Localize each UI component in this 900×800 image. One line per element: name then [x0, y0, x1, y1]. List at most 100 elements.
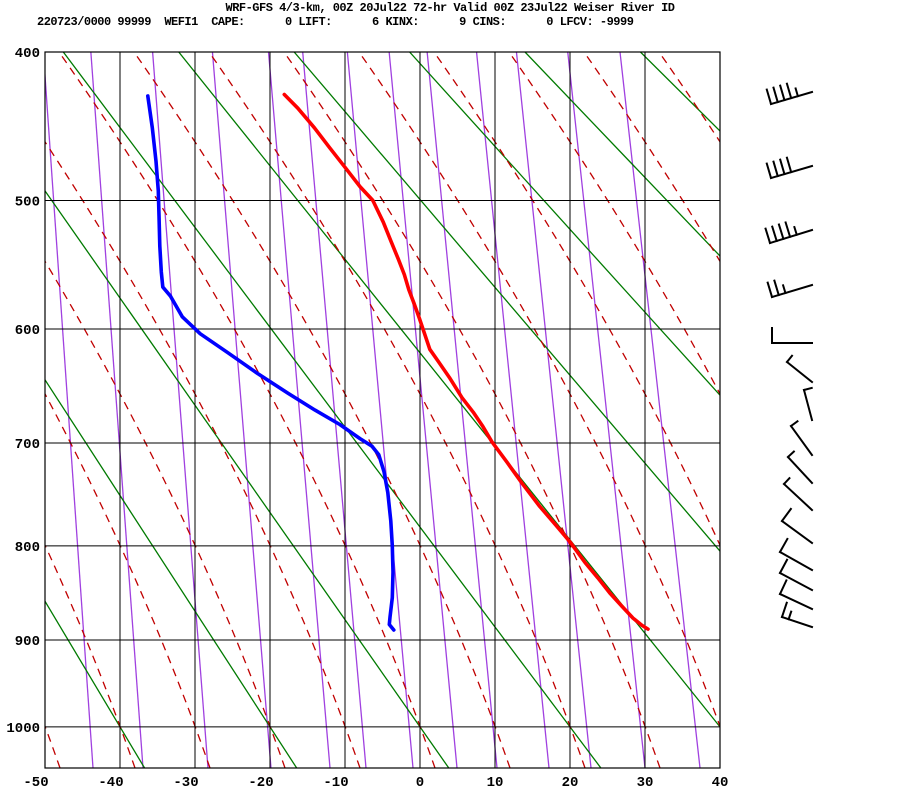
grid-lines [44, 51, 721, 769]
mixing-ratio-line [302, 52, 367, 768]
moist-adiabat-line [58, 52, 436, 768]
pressure-tick-label: 1000 [6, 721, 40, 737]
wind-barb-staff [786, 455, 814, 485]
temperature-tick-label: -20 [248, 775, 273, 791]
temperature-tick-label: 10 [487, 775, 504, 791]
dry-adiabat-line [45, 378, 298, 768]
moist-adiabat-line [45, 392, 211, 768]
wind-barb [780, 507, 814, 545]
wind-barb-half-feather [781, 284, 787, 295]
wind-barb-staff [778, 550, 814, 572]
wind-barb [785, 354, 814, 384]
moist-adiabat-line [583, 52, 720, 263]
wind-barb-staff [802, 388, 814, 422]
mixing-ratio-line [267, 52, 331, 768]
mixing-ratio-line [475, 52, 550, 768]
mixing-ratio-line [426, 52, 498, 768]
moist-adiabat-line [133, 52, 511, 768]
temperature-tick-label: -50 [23, 775, 48, 791]
wind-barb-feather [765, 88, 773, 106]
wind-barb-feather [777, 223, 785, 241]
dry-adiabat-line [178, 52, 720, 728]
axis-labels: 400 500 600 700 800 900 1000 -50 -40 -30 -20 -10 0 10… [6, 46, 728, 791]
temperature-tick-label: -40 [98, 775, 123, 791]
wind-barb-staff [780, 615, 814, 629]
wind-barb-half-feather [794, 87, 800, 98]
wind-barb-feather [778, 158, 786, 176]
dry-adiabat-line [639, 52, 720, 132]
wind-barb-feather [785, 156, 793, 174]
wind-barb-half-feather [787, 610, 793, 621]
wind-barb-feather [772, 86, 779, 104]
wind-barb-feather [778, 579, 788, 596]
moist-adiabat-line [508, 52, 720, 396]
temperature-tick-label: -30 [173, 775, 198, 791]
moist-adiabat-line [45, 543, 136, 768]
wind-barb-staff [785, 360, 814, 384]
moist-adiabat-line [45, 140, 361, 768]
mixing-ratio-line [619, 52, 701, 768]
wind-barb [782, 476, 814, 512]
wind-barb [765, 156, 814, 180]
wind-barb [780, 601, 814, 629]
wind-barb-staff [782, 482, 814, 512]
wind-barb-feather [784, 221, 792, 239]
temperature-tick-label: -10 [323, 775, 348, 791]
dry-adiabat-line [871, 52, 900, 768]
wind-barb [778, 579, 814, 611]
dry-adiabat-line [45, 600, 146, 768]
wind-barb [789, 419, 814, 457]
wind-barb [771, 327, 813, 344]
mixing-ratio-line [90, 52, 144, 768]
moist-adiabat-line [283, 52, 661, 768]
background-lines [45, 52, 900, 768]
wind-barb-half-feather [789, 419, 799, 428]
wind-barb-staff [789, 424, 814, 457]
moist-adiabat-line [208, 52, 586, 768]
wind-barb-feather [780, 601, 789, 619]
wind-barb-half-feather [793, 225, 798, 236]
sounding-curves [146, 92, 650, 632]
pressure-tick-label: 700 [15, 437, 40, 453]
wind-barb [764, 221, 814, 245]
wind-barb-half-feather [785, 354, 794, 364]
dry-adiabat-line [756, 52, 900, 768]
wind-barb-feather [780, 507, 793, 523]
temperature-tick-label: 30 [637, 775, 654, 791]
wind-barb-feather [764, 227, 772, 245]
wind-barb [765, 82, 814, 106]
pressure-tick-label: 400 [15, 46, 40, 62]
wind-barb-feather [778, 84, 786, 102]
wind-barb [778, 537, 814, 572]
mixing-ratio-line [151, 52, 209, 768]
temperature-curve [282, 92, 650, 631]
wind-barb [786, 450, 814, 485]
chart-title: WRF-GFS 4/3-km, 00Z 20Jul22 72-hr Valid … [225, 1, 675, 15]
mixing-ratio-line [388, 52, 458, 768]
temperature-tick-label: 20 [562, 775, 579, 791]
moist-adiabat-line [734, 52, 900, 768]
dry-adiabat-line [45, 189, 450, 768]
wind-barb-feather [772, 160, 779, 178]
plot-border [44, 51, 721, 769]
wind-barb-staff [778, 592, 814, 611]
pressure-tick-label: 900 [15, 634, 40, 650]
mixing-ratio-line [515, 52, 592, 768]
wind-barb-feather [766, 281, 774, 299]
pressure-tick-label: 500 [15, 194, 40, 210]
moist-adiabat-line [433, 52, 720, 547]
wind-barb-column [764, 82, 814, 629]
wind-barb-staff [778, 571, 814, 592]
dry-adiabat-line [62, 52, 602, 768]
mixing-ratio-line [45, 66, 94, 768]
temperature-tick-label: 40 [712, 775, 729, 791]
wind-barb-half-feather [786, 450, 796, 459]
dewpoint-curve [146, 94, 396, 632]
wind-barb-half-feather [782, 476, 791, 486]
mixing-ratio-line [567, 52, 646, 768]
wind-barb-feather [765, 162, 773, 180]
chart-parameter-line: 220723/0000 99999 WEFI1 CAPE: 0 LIFT: 6 … [37, 15, 634, 29]
wind-barb-half-feather [802, 386, 813, 392]
wind-barb-feather [771, 225, 778, 243]
